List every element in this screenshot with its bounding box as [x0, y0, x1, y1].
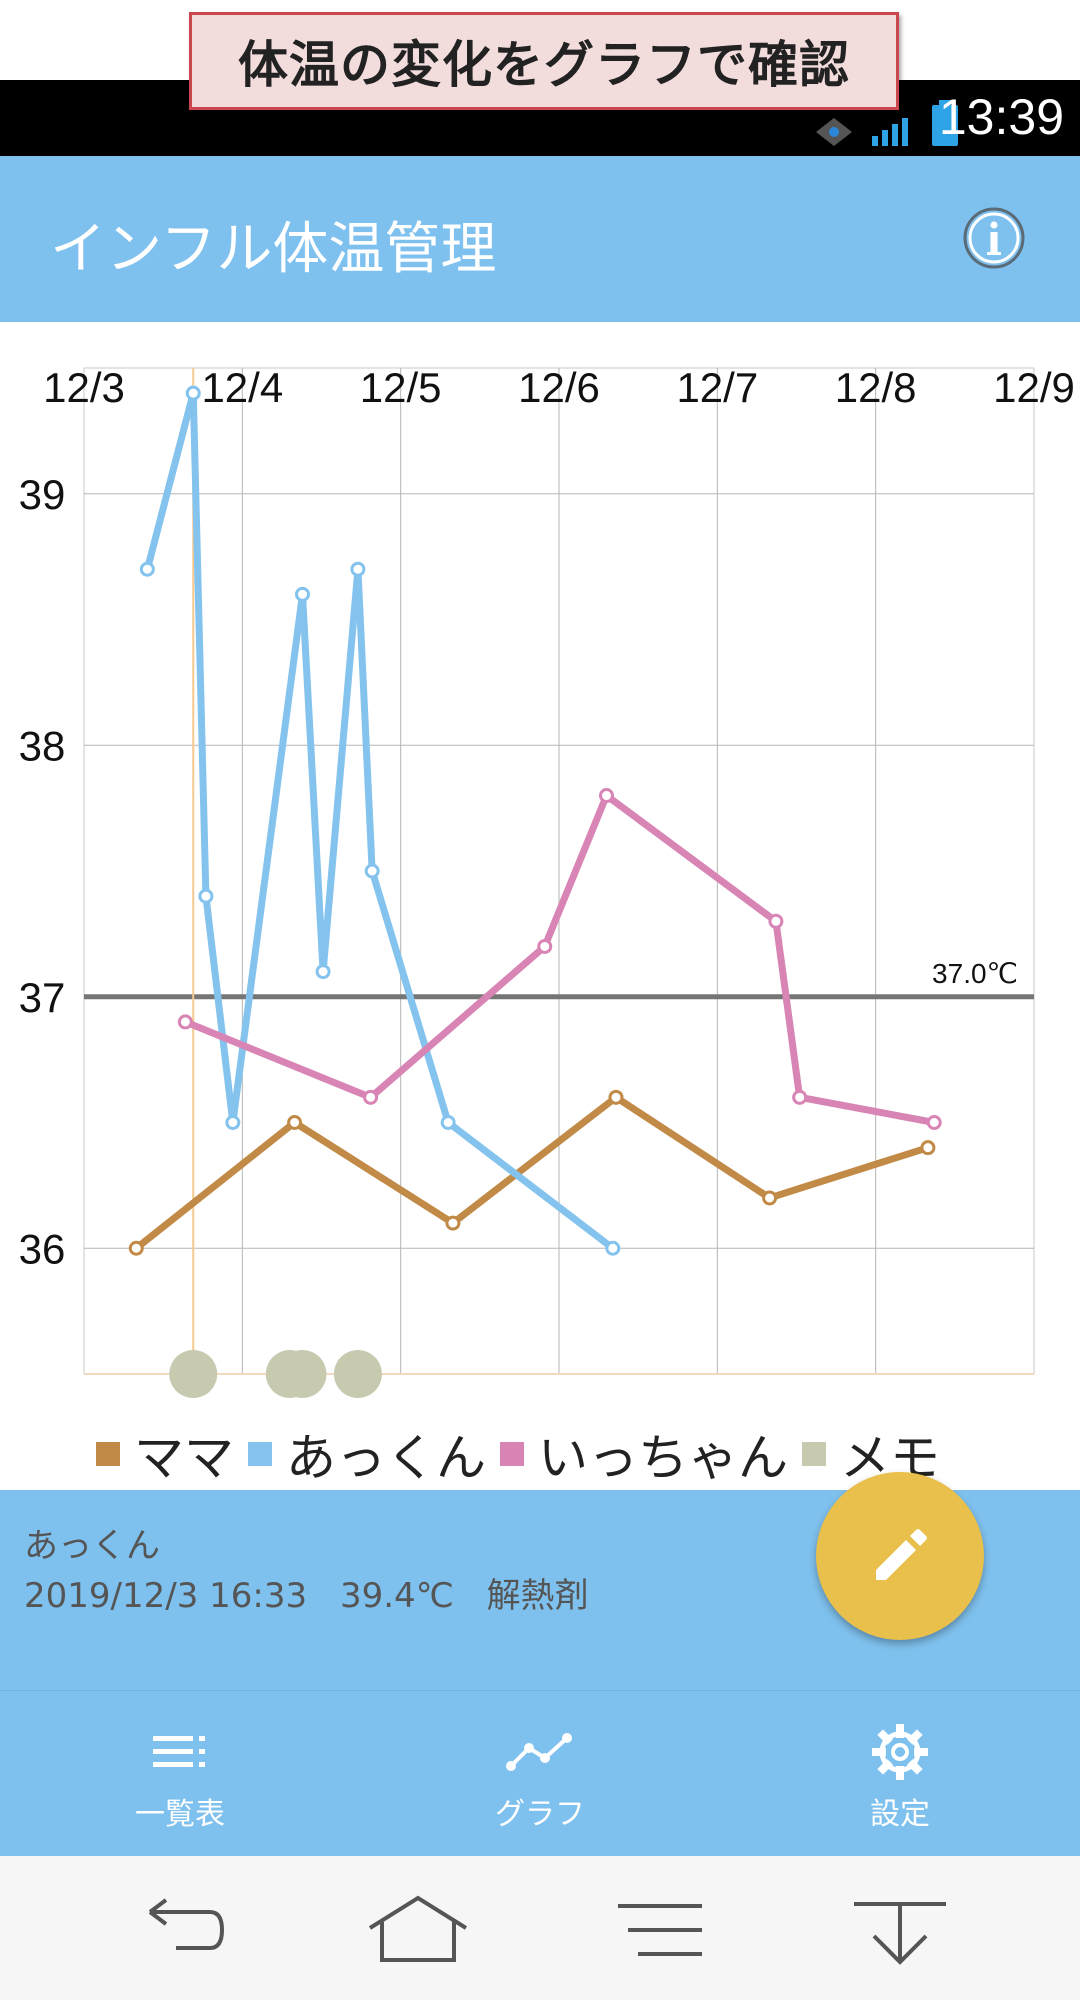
x-tick-label: 12/4: [201, 364, 283, 411]
legend-item-akkun: あっくん: [248, 1418, 486, 1490]
x-tick-label: 12/9: [993, 364, 1075, 411]
temperature-chart-area: 12/3 12/4 12/5 12/6 12/7 12/8 12/9 39 38 37 36 37.0…: [0, 322, 1080, 1490]
memo-marker: [278, 1350, 327, 1398]
legend-swatch: [96, 1442, 120, 1466]
nav-tab-label: 設定: [870, 1797, 930, 1832]
data-point: [287, 1115, 303, 1130]
data-point: [762, 1190, 778, 1206]
selected-record-temperature: 39.4℃: [339, 1576, 454, 1616]
data-point: [128, 1240, 144, 1256]
notification-pull-icon[interactable]: [840, 1892, 960, 1968]
threshold-label: 37.0℃: [932, 958, 1018, 989]
data-point: [920, 1140, 936, 1156]
app-title: インフル体温管理: [50, 217, 497, 282]
data-point: [185, 385, 201, 401]
home-icon[interactable]: [358, 1892, 478, 1968]
battery-icon: [932, 100, 958, 146]
selected-record-note: 解熱剤: [486, 1576, 589, 1616]
legend-label: ママ: [134, 1429, 234, 1487]
nav-tab-list[interactable]: 一覧表: [0, 1691, 360, 1857]
series-line: [184, 792, 935, 1126]
signal-icon: [872, 118, 908, 146]
x-tick-label: 12/6: [518, 364, 600, 411]
legend-swatch: [248, 1442, 272, 1466]
data-point: [768, 913, 784, 929]
data-point: [792, 1089, 808, 1105]
data-point: [364, 863, 380, 879]
bottom-navigation: 一覧表 グラフ: [0, 1690, 1080, 1857]
promo-banner: 体温の変化をグラフで確認: [189, 12, 899, 110]
edit-button[interactable]: [816, 1472, 984, 1640]
menu-icon[interactable]: [600, 1892, 720, 1968]
selected-record-datetime: 2019/12/3 16:33: [24, 1576, 308, 1616]
data-point: [605, 1240, 621, 1256]
data-point: [440, 1115, 456, 1130]
data-point: [599, 788, 614, 804]
data-point: [177, 1014, 193, 1030]
legend-label: いっちゃん: [538, 1429, 788, 1487]
y-tick-label: 37: [19, 974, 66, 1021]
y-tick-label: 38: [19, 722, 66, 769]
data-point: [198, 888, 214, 904]
status-clock: 13:39: [938, 89, 1064, 145]
temperature-chart[interactable]: 12/3 12/4 12/5 12/6 12/7 12/8 12/9 39 38 37 36 37.0…: [0, 322, 1080, 1422]
data-point: [537, 938, 553, 954]
x-tick-label: 12/8: [835, 364, 917, 411]
data-point: [225, 1115, 241, 1130]
promo-banner-text: 体温の変化をグラフで確認: [238, 36, 850, 94]
list-icon: [153, 1736, 205, 1767]
x-tick-label: 12/5: [360, 364, 442, 411]
nav-tab-label: 一覧表: [135, 1797, 225, 1832]
selected-record-name: あっくん: [24, 1526, 160, 1566]
data-point: [926, 1115, 942, 1130]
legend-swatch: [802, 1442, 826, 1466]
data-point: [445, 1215, 461, 1231]
info-icon[interactable]: [962, 206, 1026, 270]
gear-icon: [872, 1724, 928, 1780]
legend-item-mama: ママ: [96, 1418, 234, 1490]
y-tick-label: 36: [19, 1225, 66, 1272]
x-tick-label: 12/7: [676, 364, 758, 411]
nav-tab-graph[interactable]: グラフ: [360, 1691, 720, 1857]
memo-marker: [333, 1350, 382, 1398]
app-bar: インフル体温管理: [0, 156, 1080, 322]
nav-tab-label: グラフ: [495, 1797, 585, 1832]
data-point: [295, 586, 310, 602]
back-icon[interactable]: [120, 1892, 240, 1968]
legend-item-icchan: いっちゃん: [500, 1418, 788, 1490]
data-point: [315, 964, 331, 980]
data-point: [350, 561, 366, 577]
data-point: [608, 1089, 624, 1105]
system-navigation-bar: [0, 1856, 1080, 2000]
wifi-icon: [816, 118, 852, 146]
chart-legend: ママ あっくん いっちゃん メモ: [96, 1424, 954, 1487]
pencil-icon: [876, 1529, 927, 1580]
memo-marker: [169, 1350, 218, 1398]
series-line: [143, 389, 615, 1252]
data-point: [363, 1089, 379, 1105]
series-line: [134, 1093, 929, 1251]
legend-swatch: [500, 1442, 524, 1466]
x-tick-label: 12/3: [43, 364, 125, 411]
nav-tab-settings[interactable]: 設定: [720, 1691, 1080, 1857]
status-icons: [812, 100, 960, 146]
y-tick-label: 39: [19, 471, 66, 518]
selected-record-detail: 2019/12/3 16:33 39.4℃ 解熱剤: [24, 1568, 611, 1617]
legend-label: あっくん: [286, 1429, 486, 1487]
graph-icon: [506, 1733, 572, 1771]
data-point: [139, 561, 155, 577]
